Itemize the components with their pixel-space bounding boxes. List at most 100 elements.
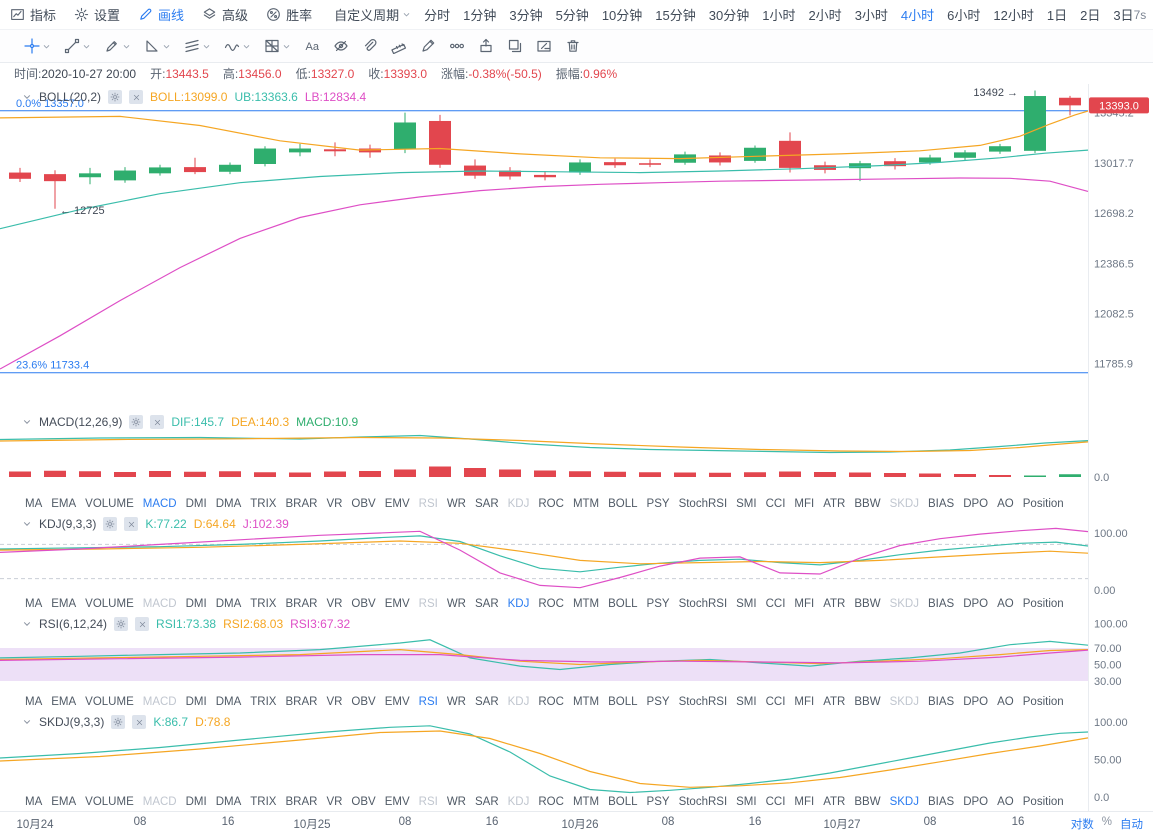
indicator-tab-skdj[interactable]: SKDJ	[889, 598, 919, 610]
timeframe-3分钟[interactable]: 3分钟	[509, 8, 543, 23]
settings-button[interactable]: 设置	[74, 5, 120, 24]
draw-line-button[interactable]: 画线	[138, 5, 184, 24]
indicator-tab-bias[interactable]: BIAS	[927, 498, 955, 510]
log-scale-toggle[interactable]: 对数	[1070, 819, 1094, 831]
indicator-tab-ma[interactable]: MA	[25, 696, 43, 708]
indicator-tab-vr[interactable]: VR	[326, 598, 343, 610]
timeframe-1日[interactable]: 1日	[1046, 8, 1068, 23]
indicator-tab-sar[interactable]: SAR	[474, 498, 499, 510]
indicator-tab-vr[interactable]: VR	[326, 796, 343, 808]
indicator-tab-dpo[interactable]: DPO	[963, 696, 989, 708]
rsi-close-button[interactable]	[135, 617, 150, 631]
timeframe-分时[interactable]: 分时	[424, 8, 451, 23]
indicator-tab-boll[interactable]: BOLL	[608, 796, 638, 808]
edit-box-tool[interactable]	[536, 38, 552, 54]
indicator-tab-ema[interactable]: EMA	[51, 796, 77, 808]
auto-scale-toggle[interactable]: 自动	[1120, 819, 1143, 831]
indicator-tab-trix[interactable]: TRIX	[250, 696, 277, 708]
indicator-tab-smi[interactable]: SMI	[736, 498, 757, 510]
indicator-tab-ma[interactable]: MA	[25, 598, 43, 610]
indicator-tab-stochrsi[interactable]: StochRSI	[678, 598, 728, 610]
indicator-tab-emv[interactable]: EMV	[384, 796, 410, 808]
indicator-tab-vr[interactable]: VR	[326, 696, 343, 708]
indicator-tab-atr[interactable]: ATR	[823, 696, 846, 708]
indicator-tab-kdj[interactable]: KDJ	[507, 598, 530, 610]
chain-tool[interactable]	[449, 38, 465, 54]
indicator-tab-atr[interactable]: ATR	[823, 598, 846, 610]
indicator-tab-ma[interactable]: MA	[25, 796, 43, 808]
macd-settings-button[interactable]	[129, 415, 144, 429]
indicator-tab-brar[interactable]: BRAR	[285, 498, 318, 510]
indicator-tab-boll[interactable]: BOLL	[608, 696, 638, 708]
indicator-tab-ao[interactable]: AO	[997, 696, 1014, 708]
timeframe-6小时[interactable]: 6小时	[947, 8, 981, 23]
indicator-tab-psy[interactable]: PSY	[646, 498, 670, 510]
timeframe-1分钟[interactable]: 1分钟	[463, 8, 497, 23]
winrate-button[interactable]: 胜率	[266, 5, 312, 24]
indicator-tab-volume[interactable]: VOLUME	[85, 498, 134, 510]
indicator-tab-dma[interactable]: DMA	[215, 498, 242, 510]
collapse-icon[interactable]	[22, 717, 32, 727]
skdj-panel-canvas[interactable]: 100.00 50.00 0.0	[0, 711, 1153, 811]
indicator-tab-psy[interactable]: PSY	[646, 696, 670, 708]
indicator-tab-obv[interactable]: OBV	[351, 498, 376, 510]
trend-line-tool[interactable]	[64, 38, 91, 54]
trash-tool[interactable]	[565, 38, 581, 54]
indicator-tab-skdj[interactable]: SKDJ	[889, 796, 919, 808]
indicator-tab-ao[interactable]: AO	[997, 598, 1014, 610]
indicator-tab-mfi[interactable]: MFI	[794, 598, 815, 610]
indicator-tab-ema[interactable]: EMA	[51, 696, 77, 708]
collapse-icon[interactable]	[22, 92, 32, 102]
timeframe-5分钟[interactable]: 5分钟	[555, 8, 589, 23]
wave-tool[interactable]	[224, 38, 251, 54]
timeframe-4小时[interactable]: 4小时	[900, 8, 935, 23]
indicator-tab-vr[interactable]: VR	[326, 498, 343, 510]
ruler-tool[interactable]	[391, 38, 407, 54]
indicator-tab-emv[interactable]: EMV	[384, 598, 410, 610]
indicator-tab-wr[interactable]: WR	[446, 498, 466, 510]
indicator-tab-rsi[interactable]: RSI	[418, 796, 438, 808]
indicator-tab-bbw[interactable]: BBW	[854, 696, 881, 708]
indicator-tab-dpo[interactable]: DPO	[963, 498, 989, 510]
kdj-panel-canvas[interactable]: 100.00 0.00	[0, 513, 1153, 595]
custom-period-dropdown[interactable]: 自定义周期	[334, 5, 411, 24]
boll-close-button[interactable]	[129, 90, 144, 104]
indicator-tab-skdj[interactable]: SKDJ	[889, 696, 919, 708]
indicator-tab-bbw[interactable]: BBW	[854, 796, 881, 808]
indicator-tab-rsi[interactable]: RSI	[418, 598, 438, 610]
copy-tool[interactable]	[507, 38, 523, 54]
indicator-tab-macd[interactable]: MACD	[142, 498, 177, 510]
timeframe-30分钟[interactable]: 30分钟	[708, 8, 750, 23]
indicator-tab-cci[interactable]: CCI	[765, 598, 786, 610]
percent-scale-toggle[interactable]: %	[1101, 816, 1112, 828]
indicator-tab-skdj[interactable]: SKDJ	[889, 498, 919, 510]
indicator-tab-position[interactable]: Position	[1022, 796, 1064, 808]
indicator-tab-obv[interactable]: OBV	[351, 598, 376, 610]
indicator-tab-emv[interactable]: EMV	[384, 498, 410, 510]
indicator-tab-boll[interactable]: BOLL	[608, 498, 638, 510]
indicator-tab-wr[interactable]: WR	[446, 598, 466, 610]
boll-settings-button[interactable]	[108, 90, 123, 104]
indicator-tab-kdj[interactable]: KDJ	[507, 796, 530, 808]
indicator-tab-mfi[interactable]: MFI	[794, 796, 815, 808]
indicator-tab-smi[interactable]: SMI	[736, 598, 757, 610]
indicator-tab-psy[interactable]: PSY	[646, 598, 670, 610]
indicator-tab-cci[interactable]: CCI	[765, 498, 786, 510]
timeframe-15分钟[interactable]: 15分钟	[655, 8, 696, 23]
collapse-icon[interactable]	[22, 417, 32, 427]
timeframe-3日[interactable]: 3日	[1113, 8, 1134, 23]
indicator-tab-atr[interactable]: ATR	[823, 796, 846, 808]
timeframe-3小时[interactable]: 3小时	[854, 8, 888, 23]
indicator-tab-kdj[interactable]: KDJ	[507, 696, 530, 708]
indicator-tab-obv[interactable]: OBV	[351, 696, 376, 708]
macd-panel-canvas[interactable]: 0.0	[0, 404, 1153, 495]
indicator-tab-dmi[interactable]: DMI	[185, 696, 207, 708]
indicator-tab-ema[interactable]: EMA	[51, 498, 77, 510]
indicator-tab-roc[interactable]: ROC	[538, 696, 564, 708]
indicator-tab-wr[interactable]: WR	[446, 696, 466, 708]
indicator-tab-mtm[interactable]: MTM	[572, 598, 600, 610]
indicator-tab-position[interactable]: Position	[1022, 696, 1064, 708]
parallel-channel-tool[interactable]	[184, 38, 211, 54]
indicator-tab-sar[interactable]: SAR	[474, 598, 499, 610]
indicator-tab-dma[interactable]: DMA	[215, 598, 242, 610]
